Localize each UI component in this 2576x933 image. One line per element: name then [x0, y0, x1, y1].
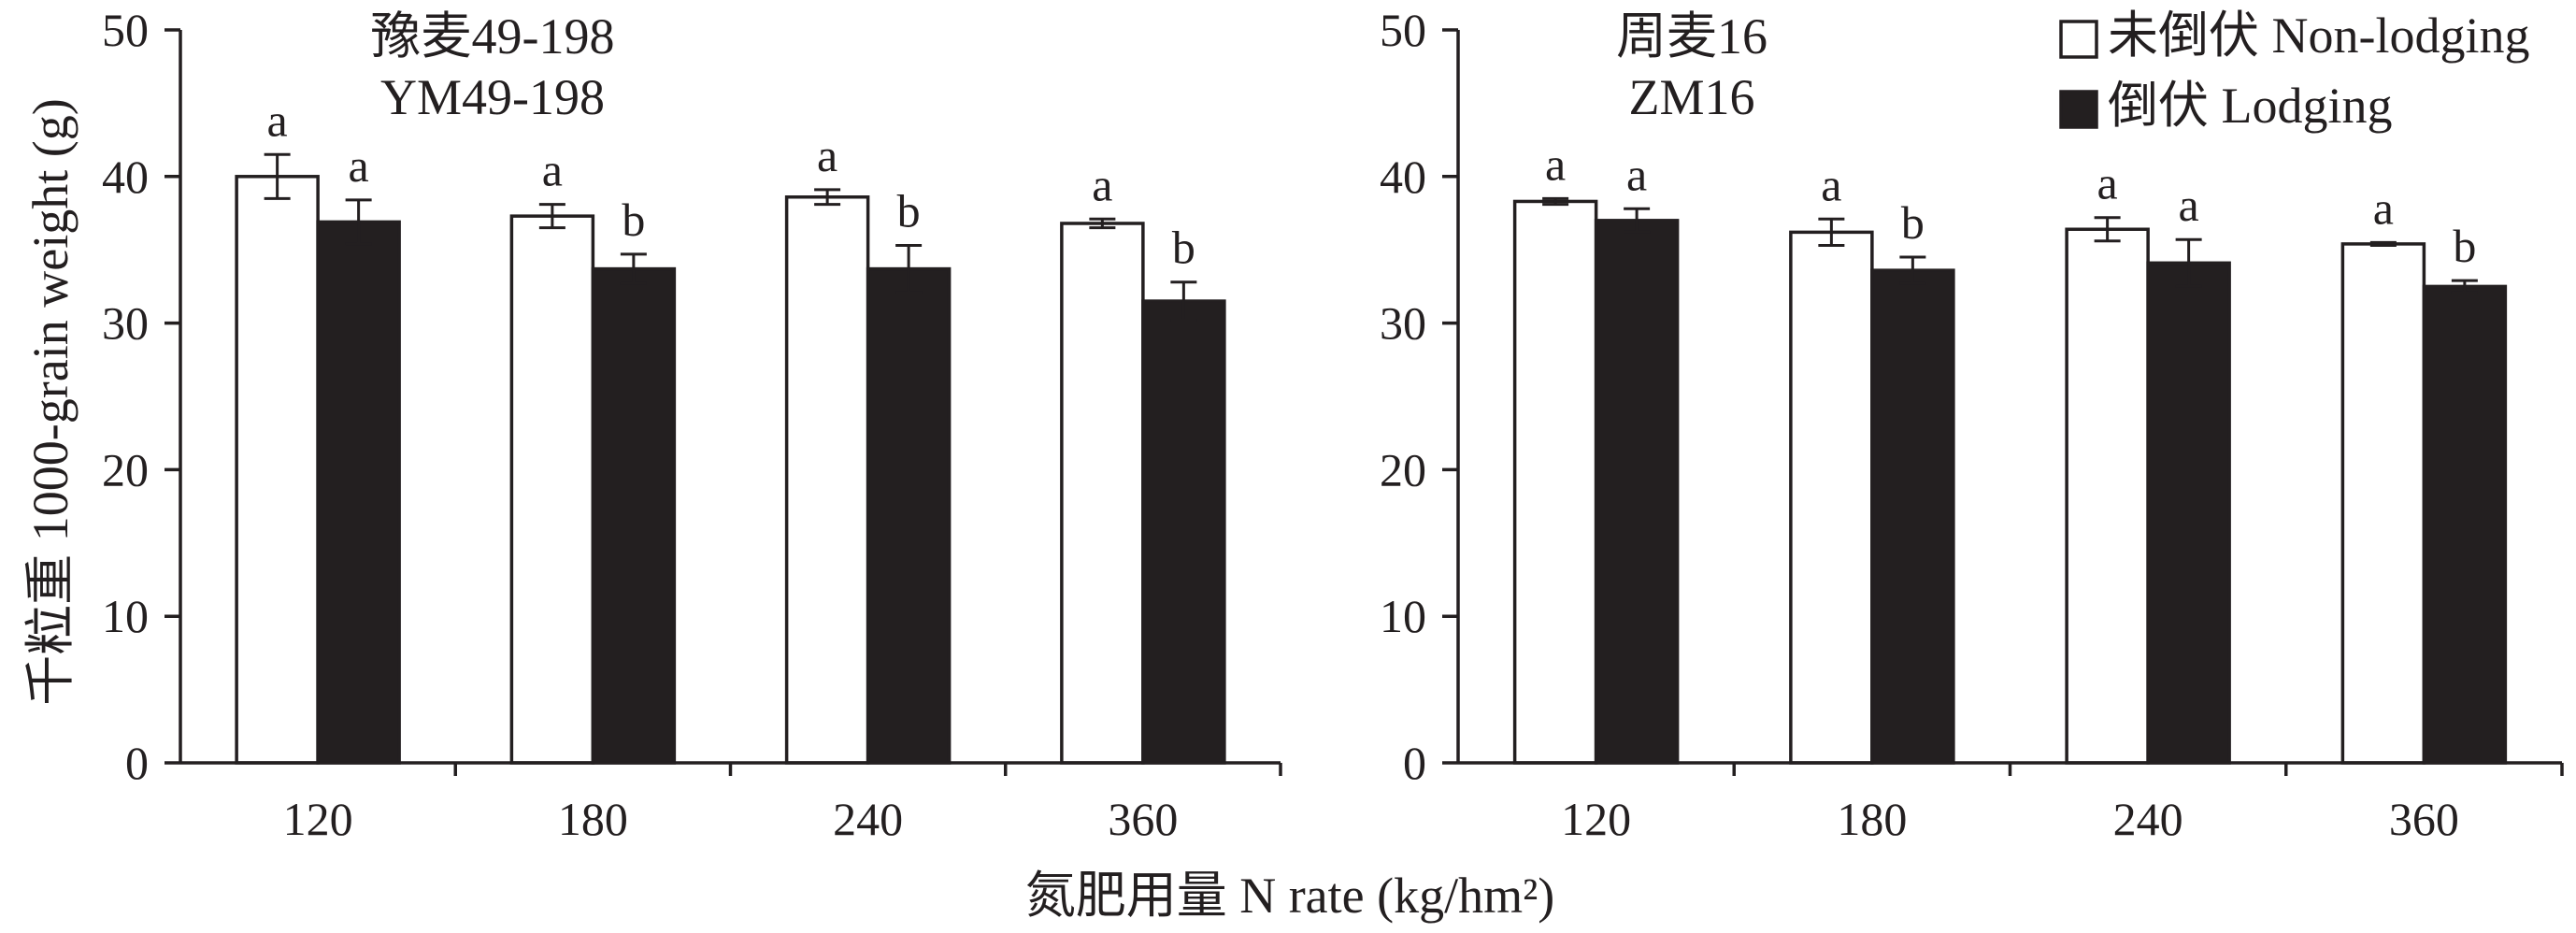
y-tick-label-20: 20 [1380, 443, 1426, 495]
y-tick-label-0: 0 [1403, 737, 1426, 789]
x-tick-label-360: 360 [1108, 793, 1178, 845]
x-axis-title: 氮肥用量 N rate (kg/hm²) [1025, 868, 1555, 924]
x-tick-label-360: 360 [2389, 793, 2459, 845]
bar-non-lodging-120 [235, 175, 320, 765]
bar-lodging-360 [1141, 299, 1226, 765]
bar-non-lodging-360 [2340, 242, 2426, 765]
y-tick-label-20: 20 [102, 443, 149, 495]
x-tick-label-180: 180 [558, 793, 628, 845]
bar-non-lodging-180 [1789, 230, 1874, 765]
legend-label-lodging: 倒伏 Lodging [2108, 78, 2393, 134]
error-bar-lodging-180 [1899, 255, 1926, 285]
bar-lodging-120 [1594, 219, 1680, 765]
y-tick-label-10: 10 [1380, 590, 1426, 642]
chart-panel-zm16: 周麦16 ZM16 0 10 20 30 40 50 a a a a a b a b 120 180 240 36… [1380, 4, 2564, 845]
bar-lodging-120 [316, 220, 401, 765]
y-tick-label-40: 40 [1380, 151, 1426, 203]
error-bar-non-lodging-360 [1089, 217, 1116, 230]
legend-swatch-lodging [2059, 90, 2098, 129]
y-tick-label-10: 10 [102, 590, 149, 642]
bar-non-lodging-120 [1512, 199, 1598, 765]
bar-lodging-240 [2146, 261, 2231, 765]
y-tick-label-50: 50 [1380, 4, 1426, 56]
x-tick-label-240: 240 [833, 793, 903, 845]
significance-letter-lodging-180: b [622, 194, 645, 246]
bar-non-lodging-360 [1060, 222, 1145, 765]
significance-letter-non-lodging-240: a [2097, 157, 2118, 209]
significance-letter-lodging-240: b [897, 184, 921, 237]
significance-letter-non-lodging-180: a [1821, 158, 1841, 210]
significance-letter-non-lodging-180: a [542, 144, 563, 196]
error-bar-lodging-240 [895, 243, 923, 294]
error-bar-lodging-120 [345, 198, 372, 246]
significance-letter-non-lodging-120: a [267, 93, 288, 146]
significance-letter-lodging-120: a [1626, 148, 1647, 200]
error-bar-lodging-360 [1170, 280, 1197, 322]
significance-letter-lodging-240: a [2179, 179, 2199, 231]
y-tick-label-30: 30 [1380, 297, 1426, 350]
significance-letter-non-lodging-120: a [1545, 137, 1566, 190]
chart-panel-ym49-198: 豫麦49-198 YM49-198 0 10 20 30 40 50 a a a a a b b b 120… [102, 4, 1282, 845]
y-tick-label-50: 50 [102, 4, 149, 56]
error-bar-lodging-180 [620, 252, 647, 285]
bar-lodging-360 [2422, 284, 2508, 765]
x-tick-label-180: 180 [1837, 793, 1907, 845]
bar-lodging-180 [1870, 268, 1955, 765]
panel-title-chinese: 周麦16 [1616, 8, 1767, 65]
significance-letter-non-lodging-360: a [1092, 158, 1112, 210]
y-axis-title: 千粒重 1000-grain weight (g) [22, 98, 79, 705]
legend-label-non-lodging: 未倒伏 Non-lodging [2108, 7, 2530, 64]
error-bar-non-lodging-120 [1542, 196, 1569, 207]
significance-letter-lodging-120: a [349, 139, 369, 192]
y-tick-label-0: 0 [125, 737, 149, 789]
error-bar-non-lodging-240 [814, 188, 841, 207]
error-bar-non-lodging-180 [538, 203, 565, 230]
legend-swatch-non-lodging [2059, 20, 2098, 59]
significance-letter-non-lodging-360: a [2373, 181, 2394, 234]
bar-lodging-180 [591, 266, 677, 765]
panel-title-english: ZM16 [1629, 69, 1755, 125]
significance-letter-lodging-360: b [1172, 222, 1195, 274]
y-tick-label-30: 30 [102, 297, 149, 350]
bar-non-lodging-240 [784, 195, 870, 765]
error-bar-non-lodging-180 [1818, 217, 1845, 247]
y-tick-label-40: 40 [102, 151, 149, 203]
error-bar-non-lodging-120 [264, 152, 291, 200]
error-bar-lodging-120 [1624, 207, 1651, 234]
x-tick-label-240: 240 [2113, 793, 2183, 845]
panel-title-english: YM49-198 [380, 69, 605, 125]
error-bar-lodging-360 [2451, 279, 2478, 294]
panel-title-chinese: 豫麦49-198 [371, 8, 615, 65]
significance-letter-non-lodging-240: a [817, 129, 837, 181]
significance-letter-lodging-360: b [2453, 220, 2476, 272]
bar-non-lodging-240 [2065, 227, 2150, 765]
x-tick-label-120: 120 [283, 793, 353, 845]
significance-letter-lodging-180: b [1901, 196, 1925, 249]
error-bar-lodging-240 [2175, 237, 2202, 288]
bar-lodging-240 [866, 266, 952, 765]
x-tick-label-120: 120 [1561, 793, 1631, 845]
bar-non-lodging-180 [509, 214, 595, 765]
error-bar-non-lodging-360 [2369, 240, 2397, 247]
error-bar-non-lodging-240 [2094, 216, 2121, 243]
legend: 未倒伏 Non-lodging 倒伏 Lodging [2059, 7, 2530, 134]
